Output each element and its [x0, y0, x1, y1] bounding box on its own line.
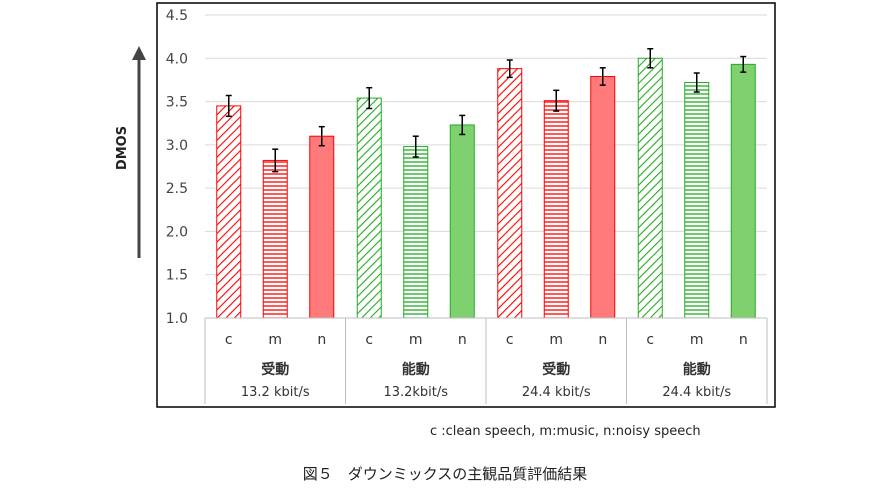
y-axis-ticks: 1.0 1.5 2.0 2.5 3.0 3.5 4.0 4.5: [166, 8, 188, 327]
bar-4-m: [684, 82, 710, 319]
group-name-label: 能動: [683, 361, 711, 378]
bar-3-m: [543, 100, 569, 319]
error-bar-3-m: [553, 89, 560, 112]
bar-3-n: [590, 75, 616, 319]
category-label: n: [458, 332, 467, 348]
y-tick-label: 4.0: [166, 51, 188, 67]
y-tick-label: 1.0: [166, 311, 188, 327]
group-name-label: 能動: [402, 361, 430, 378]
error-bar-1-n: [318, 125, 325, 147]
error-bar-1-m: [272, 148, 279, 173]
bar-1-n: [309, 135, 335, 319]
group-rate-label: 13.2kbit/s: [383, 385, 448, 400]
y-tick-label: 2.0: [166, 224, 188, 240]
category-label: c: [365, 332, 373, 348]
figure-caption: 図５ ダウンミックスの主観品質評価結果: [303, 465, 588, 483]
y-tick-label: 2.5: [166, 181, 188, 197]
category-label: c: [506, 332, 514, 348]
group-rate-label: 24.4 kbit/s: [522, 385, 591, 400]
category-table: c m n 受動 13.2 kbit/s c m n 能動 13.2kbit/s c m n 受動 24.4…: [204, 317, 768, 404]
group-name-label: 受動: [261, 361, 289, 378]
group-name-label: 受動: [542, 361, 570, 378]
category-label: n: [317, 332, 326, 348]
category-label: c: [225, 332, 233, 348]
bar-4-n: [730, 63, 756, 319]
y-tick-label: 3.0: [166, 138, 188, 154]
y-tick-label: 3.5: [166, 95, 188, 111]
error-bar-4-c: [647, 48, 654, 69]
error-bar-1-c: [225, 94, 232, 118]
y-axis-label: DMOS: [115, 126, 130, 170]
y-tick-label: 1.5: [166, 268, 188, 284]
bar-3-c: [497, 68, 523, 319]
error-bar-4-m: [693, 72, 700, 93]
error-bar-2-n: [459, 114, 466, 136]
bar-2-n: [449, 124, 475, 319]
bar-2-c: [356, 97, 382, 319]
category-label: m: [690, 332, 704, 348]
category-label: c: [646, 332, 654, 348]
bar-4-c: [637, 57, 663, 319]
group-rate-label: 24.4 kbit/s: [662, 385, 731, 400]
category-label: m: [409, 332, 423, 348]
annotation-legend-note: c :clean speech, m:music, n:noisy speech: [430, 424, 701, 439]
error-bar-2-m: [412, 135, 419, 158]
error-bar-4-n: [740, 55, 747, 73]
y-axis-arrowhead: [132, 46, 146, 60]
category-label: n: [598, 332, 607, 348]
error-bar-2-c: [366, 86, 373, 110]
category-label: n: [739, 332, 748, 348]
group-rate-label: 13.2 kbit/s: [241, 385, 310, 400]
bar-1-m: [262, 159, 288, 319]
category-label: m: [549, 332, 563, 348]
error-bar-3-n: [599, 67, 606, 86]
category-label: m: [268, 332, 282, 348]
bar-2-m: [403, 146, 429, 319]
error-bar-3-c: [506, 59, 513, 79]
bar-1-c: [216, 105, 242, 319]
y-tick-label: 4.5: [166, 8, 188, 24]
